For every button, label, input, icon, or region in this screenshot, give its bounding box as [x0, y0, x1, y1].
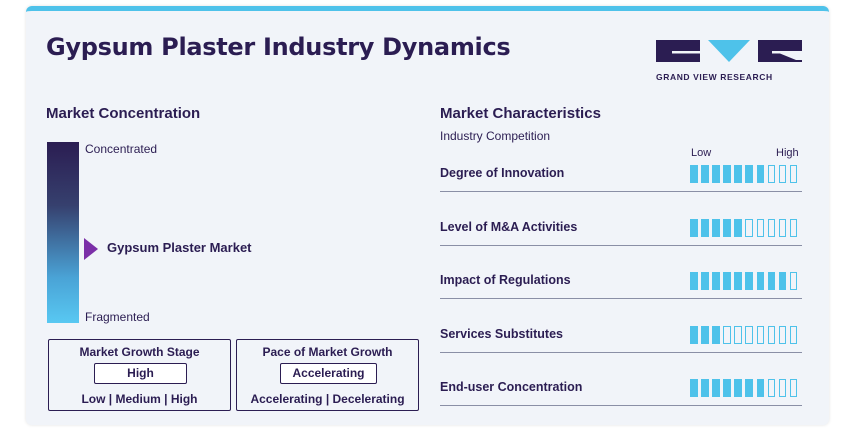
growth-pace-title: Pace of Market Growth: [262, 345, 393, 359]
page-title: Gypsum Plaster Industry Dynamics: [46, 33, 511, 61]
rating-segment-empty: [756, 325, 765, 344]
concentrated-label: Concentrated: [85, 142, 158, 156]
rating-segment-filled: [756, 272, 765, 290]
rating-segment-filled: [745, 379, 753, 397]
rating-segment-filled: [756, 379, 765, 397]
rating-segment-filled: [712, 379, 720, 397]
rating-segment-filled: [690, 272, 698, 290]
rating-segment-filled: [756, 165, 765, 183]
rating-segment-filled: [734, 272, 742, 290]
scale-low-label: Low: [691, 147, 712, 159]
rating-segment-filled: [701, 379, 709, 397]
rating-segment-filled: [701, 218, 709, 237]
rating-segment-filled: [701, 165, 709, 183]
rating-segment-empty: [789, 165, 798, 183]
rating-segment-filled: [723, 272, 731, 290]
growth-stage-title: Market Growth Stage: [79, 345, 200, 359]
rating-segment-filled: [690, 379, 698, 397]
rating-segment-filled: [712, 165, 720, 183]
rating-segment-filled: [734, 218, 742, 237]
logo-mark: [656, 40, 802, 62]
row-divider: [440, 405, 802, 406]
rating-segment-empty: [789, 272, 798, 290]
market-pointer-icon: [84, 238, 98, 260]
rating-segment-empty: [789, 379, 798, 397]
rating-segment-empty: [756, 218, 765, 237]
characteristic-label: Services Substitutes: [440, 326, 563, 341]
rating-segment-empty: [778, 165, 787, 183]
characteristic-label: End-user Concentration: [440, 380, 583, 394]
rating-segment-empty: [789, 218, 798, 237]
growth-stage-value: High: [94, 363, 187, 384]
row-divider: [440, 298, 802, 299]
industry-competition-subheading: Industry Competition: [440, 129, 551, 143]
characteristic-label: Degree of Innovation: [440, 166, 565, 180]
market-concentration-heading: Market Concentration: [46, 105, 201, 122]
rating-segment-empty: [767, 165, 776, 183]
rating-bar: [690, 379, 798, 397]
rating-segment-filled: [778, 272, 787, 290]
market-characteristics-heading: Market Characteristics: [440, 105, 601, 122]
characteristic-label: Level of M&A Activities: [440, 219, 578, 234]
rating-segment-filled: [690, 218, 698, 237]
rating-segment-filled: [734, 165, 742, 183]
rating-bar: [690, 165, 798, 183]
logo-text: GRAND VIEW RESEARCH: [656, 72, 773, 82]
rating-segment-empty: [767, 379, 776, 397]
rating-segment-filled: [701, 325, 709, 344]
market-marker-label: Gypsum Plaster Market: [107, 240, 252, 255]
rating-segment-filled: [712, 325, 720, 344]
rating-segment-empty: [767, 325, 776, 344]
scale-high-label: High: [776, 147, 799, 159]
characteristic-label: Impact of Regulations: [440, 273, 571, 287]
rating-segment-empty: [778, 379, 787, 397]
rating-segment-empty: [723, 325, 731, 344]
fragmented-label: Fragmented: [85, 310, 150, 324]
rating-segment-filled: [723, 165, 731, 183]
rating-segment-empty: [778, 218, 787, 237]
rating-segment-filled: [745, 272, 753, 290]
rating-segment-filled: [723, 218, 731, 237]
growth-pace-value: Accelerating: [280, 363, 377, 384]
rating-segment-filled: [701, 272, 709, 290]
rating-bar: [690, 325, 798, 344]
rating-segment-filled: [723, 379, 731, 397]
rating-segment-empty: [734, 325, 742, 344]
rating-segment-filled: [734, 379, 742, 397]
rating-segment-empty: [767, 218, 776, 237]
rating-segment-filled: [745, 165, 753, 183]
rating-bar: [690, 218, 798, 237]
concentration-gradient-bar: [47, 142, 79, 323]
row-divider: [440, 244, 802, 246]
growth-pace-box: Pace of Market Growth Accelerating Accel…: [236, 339, 419, 411]
rating-segment-filled: [690, 325, 698, 344]
growth-stage-box: Market Growth Stage High Low | Medium | …: [48, 339, 231, 411]
row-divider: [440, 191, 802, 192]
rating-segment-filled: [712, 218, 720, 237]
growth-pace-scale: Accelerating | Decelerating: [250, 392, 405, 406]
growth-stage-scale: Low | Medium | High: [81, 392, 198, 406]
grand-view-research-logo: GRAND VIEW RESEARCH: [656, 36, 802, 86]
row-divider: [440, 351, 802, 353]
rating-segment-filled: [767, 272, 776, 290]
rating-segment-empty: [745, 325, 753, 344]
rating-bar: [690, 272, 798, 290]
rating-segment-empty: [778, 325, 787, 344]
rating-segment-filled: [712, 272, 720, 290]
rating-segment-empty: [745, 218, 753, 237]
rating-segment-filled: [690, 165, 698, 183]
dashboard-card: Gypsum Plaster Industry Dynamics GRAND V…: [26, 6, 829, 425]
rating-segment-empty: [789, 325, 798, 344]
